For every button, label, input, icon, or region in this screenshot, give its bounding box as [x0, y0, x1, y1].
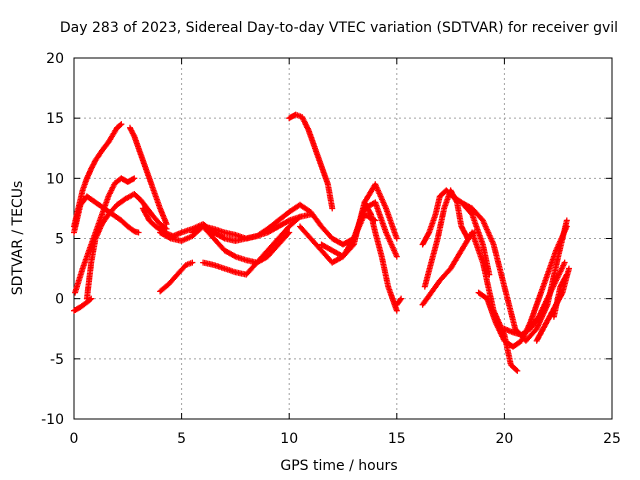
y-tick-label: 0	[55, 292, 64, 308]
series-arc-14	[361, 199, 400, 314]
data-point-marks	[501, 259, 568, 338]
x-tick-label: 0	[70, 431, 79, 447]
data-point-marks	[421, 187, 478, 290]
series-group	[71, 111, 572, 374]
y-tick-label: 10	[46, 171, 64, 187]
grid	[74, 58, 612, 419]
series-arc-15	[297, 211, 379, 266]
series-arc-9	[157, 259, 196, 295]
y-tick-label: -10	[41, 412, 64, 428]
series-arc-19	[419, 229, 521, 374]
y-tick-label: 15	[46, 111, 64, 127]
axis-ticks	[73, 57, 613, 420]
y-axis-label: SDTVAR / TECUs	[10, 181, 26, 296]
series-arc-6	[127, 124, 170, 228]
x-tick-label: 25	[603, 431, 621, 447]
data-point-marks	[71, 295, 95, 314]
series-arc-22	[501, 259, 568, 338]
data-point-marks	[286, 111, 336, 212]
y-tick-label: 20	[46, 51, 64, 67]
data-point-marks	[550, 271, 570, 320]
data-point-marks	[83, 191, 170, 302]
data-point-marks	[297, 211, 379, 266]
x-tick-label: 5	[177, 431, 186, 447]
data-point-marks	[458, 199, 570, 344]
series-arc-20	[458, 199, 570, 344]
data-point-marks	[200, 211, 314, 278]
series-arc-12	[286, 111, 336, 212]
series-arc-18	[421, 187, 478, 290]
y-tick-label: -5	[50, 352, 64, 368]
series-arc-1	[71, 295, 95, 314]
x-tick-labels: 0 5 10 15 20 25	[70, 431, 621, 447]
y-tick-labels: -10 -5 0 5 10 15 20	[41, 51, 64, 428]
data-point-marks	[157, 259, 196, 295]
x-tick-label: 10	[280, 431, 298, 447]
chart-title: Day 283 of 2023, Sidereal Day-to-day VTE…	[60, 20, 618, 36]
x-axis-label: GPS time / hours	[280, 458, 397, 474]
series-arc-5	[83, 191, 170, 302]
data-point-marks	[419, 229, 521, 374]
data-point-marks	[361, 199, 400, 314]
series-arc-16	[393, 295, 405, 308]
x-tick-label: 20	[495, 431, 513, 447]
y-tick-label: 5	[55, 232, 64, 248]
data-point-marks	[127, 124, 170, 228]
series-arc-24	[550, 271, 570, 320]
data-point-marks	[393, 295, 405, 308]
series-arc-10	[200, 211, 314, 278]
x-tick-label: 15	[388, 431, 406, 447]
